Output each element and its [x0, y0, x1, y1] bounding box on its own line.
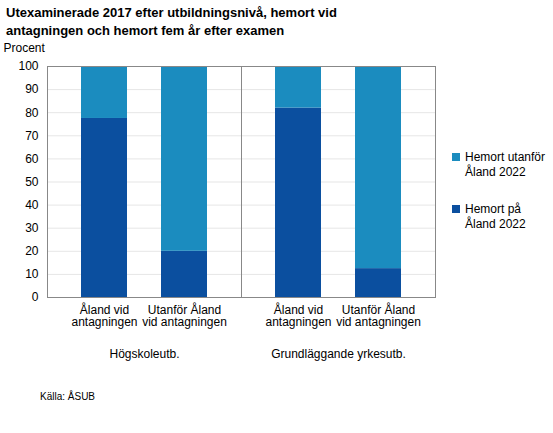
svg-text:Högskoleutb.: Högskoleutb. [109, 347, 179, 361]
svg-text:20: 20 [25, 244, 39, 258]
svg-text:Grundläggande yrkesutb.: Grundläggande yrkesutb. [271, 347, 406, 361]
svg-text:90: 90 [25, 82, 39, 96]
svg-text:40: 40 [25, 198, 39, 212]
html-text:Hemort på Åland 2022: Hemort på Åland 2022 [465, 202, 526, 231]
svg-text:60: 60 [25, 152, 39, 166]
svg-text:70: 70 [25, 129, 39, 143]
html-text:Utexaminerade 2017 efter utbil: Utexaminerade 2017 efter utbildningsnivå… [6, 5, 337, 38]
svg-text:Åland vidantagningen: Åland vidantagningen [265, 302, 331, 329]
html-text:Hemort utanför Åland 2022: Hemort utanför Åland 2022 [465, 150, 545, 179]
svg-text:10: 10 [25, 267, 39, 281]
svg-text:30: 30 [25, 221, 39, 235]
svg-text:80: 80 [25, 106, 39, 120]
svg-text:Åland vidantagningen: Åland vidantagningen [71, 302, 137, 329]
svg-text:Procent: Procent [4, 41, 46, 55]
svg-text:100: 100 [18, 59, 38, 73]
svg-text:Utanför Ålandvid antagningen: Utanför Ålandvid antagningen [142, 302, 227, 329]
svg-text:50: 50 [25, 175, 39, 189]
svg-text:Utanför Ålandvid antagningen: Utanför Ålandvid antagningen [336, 302, 421, 329]
svg-text:0: 0 [32, 290, 39, 304]
html-text:Källa: ÅSUB: Källa: ÅSUB [40, 391, 95, 402]
